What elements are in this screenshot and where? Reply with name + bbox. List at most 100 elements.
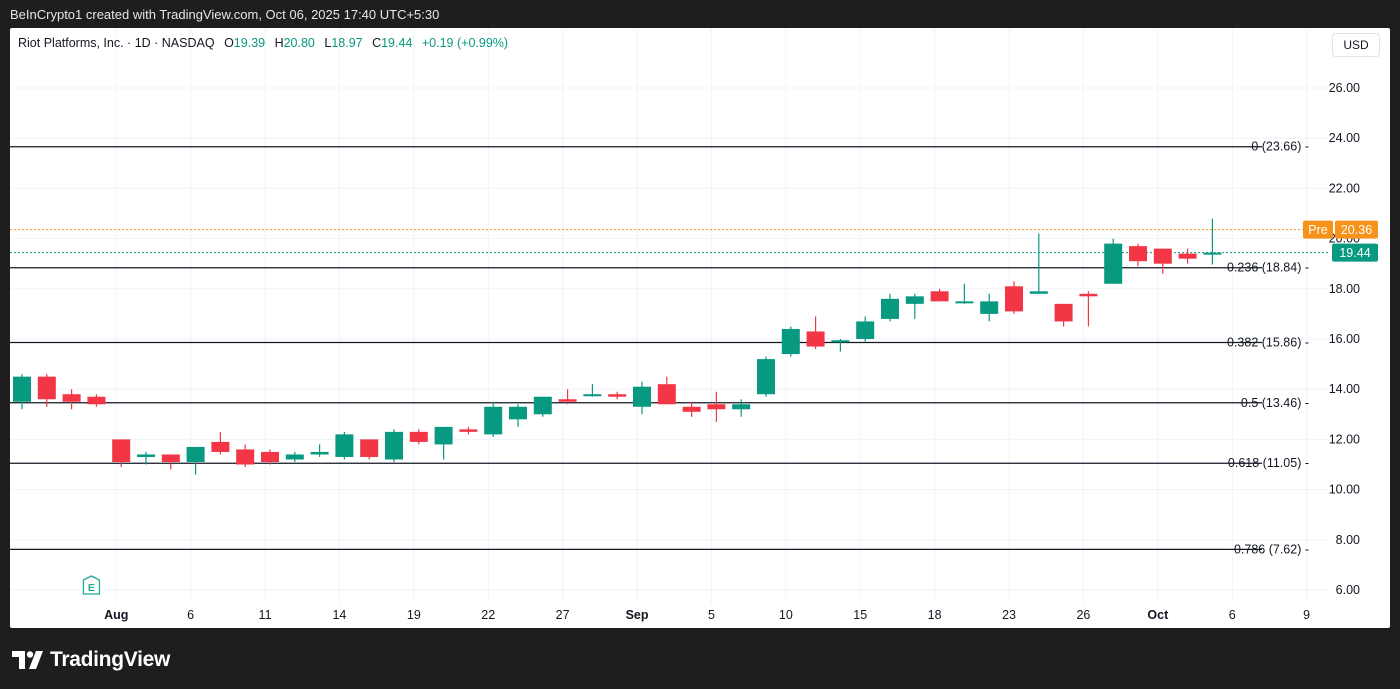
candle-body [1054, 303, 1073, 322]
candle[interactable] [1153, 248, 1172, 274]
earnings-icon-shape [82, 575, 101, 595]
candle[interactable] [1104, 238, 1123, 284]
candle[interactable] [459, 426, 478, 435]
candle[interactable] [1005, 281, 1023, 314]
candle[interactable] [335, 431, 354, 460]
candle[interactable] [310, 444, 329, 457]
candle[interactable] [62, 389, 81, 410]
x-tick-label: 5 [708, 608, 715, 622]
x-tick-label: 6 [1229, 608, 1236, 622]
candle[interactable] [955, 283, 974, 304]
candle[interactable] [509, 404, 527, 427]
candle[interactable] [831, 339, 850, 352]
candle[interactable] [881, 293, 899, 322]
candle[interactable] [161, 454, 180, 470]
x-tick-label: 26 [1076, 608, 1090, 622]
candle[interactable] [484, 401, 503, 437]
earnings-icon[interactable]: E [82, 575, 101, 595]
candle[interactable] [657, 376, 676, 405]
x-tick-label: 19 [407, 608, 421, 622]
candle-body [930, 291, 949, 302]
candle[interactable] [409, 429, 428, 445]
candle[interactable] [1079, 291, 1098, 327]
candle-body [211, 441, 230, 452]
candle[interactable] [261, 449, 279, 465]
x-tick-label: Aug [104, 608, 128, 622]
candle-body [335, 434, 354, 457]
premarket-price-box [1335, 220, 1378, 239]
x-tick-label: 27 [556, 608, 570, 622]
candle-body [633, 386, 651, 407]
tradingview-brand[interactable]: TradingView [12, 646, 170, 674]
symbol-legend: Riot Platforms, Inc. · 1D · NASDAQ O19.3… [18, 36, 508, 50]
candle-body [831, 340, 850, 343]
candle[interactable] [930, 288, 949, 302]
symbol-title[interactable]: Riot Platforms, Inc. · 1D · NASDAQ [18, 36, 215, 50]
candle-body [360, 439, 379, 457]
candle[interactable] [385, 429, 403, 462]
candle-body [905, 296, 924, 304]
candle-body [732, 404, 751, 410]
candle-body [236, 449, 255, 465]
y-tick-label: 18.00 [1329, 282, 1360, 296]
candle[interactable] [633, 381, 651, 415]
candle-body [1079, 293, 1098, 297]
fib-level-label: 0.618 (11.05) - [1228, 456, 1309, 470]
candle[interactable] [236, 444, 255, 468]
candle-body [955, 301, 974, 304]
candle[interactable] [757, 356, 775, 397]
candle[interactable] [856, 316, 875, 342]
candle[interactable] [1203, 218, 1222, 265]
candle[interactable] [1029, 233, 1048, 294]
y-tick-label: 24.00 [1329, 131, 1360, 145]
y-tick-label: 26.00 [1329, 81, 1360, 95]
candle-body [62, 394, 81, 402]
candle[interactable] [13, 374, 31, 410]
candle-body [757, 359, 775, 395]
candle[interactable] [87, 394, 106, 407]
close-label: C [372, 36, 382, 50]
high-value: 20.80 [283, 36, 315, 50]
candle[interactable] [1129, 243, 1147, 267]
candle[interactable] [707, 391, 726, 422]
fib-level-label: 0.382 (15.86) - [1227, 336, 1309, 350]
candle-body [657, 384, 676, 405]
candle[interactable] [806, 316, 825, 350]
candle-body [1129, 246, 1147, 262]
x-tick-label: 10 [779, 608, 793, 622]
candle[interactable] [1054, 303, 1073, 327]
open-label: O [224, 36, 234, 50]
candle-body [608, 394, 627, 397]
candle[interactable] [558, 389, 577, 405]
candle[interactable] [583, 384, 602, 397]
open-value: 19.39 [233, 36, 266, 50]
candle[interactable] [1178, 248, 1197, 264]
candle[interactable] [37, 374, 56, 407]
price-chart[interactable]: 0 (23.66) - 0.236 (18.84) - 0.382 (15.86) … [10, 28, 1390, 628]
candle[interactable] [137, 451, 155, 465]
candle[interactable] [533, 396, 552, 417]
candle-body [434, 426, 453, 445]
candle-body [583, 394, 602, 397]
candle[interactable] [905, 293, 924, 319]
candle[interactable] [186, 446, 205, 475]
candle[interactable] [980, 293, 999, 322]
candle-body [87, 396, 106, 405]
candle[interactable] [732, 399, 751, 417]
candle[interactable] [211, 431, 230, 455]
candle[interactable] [360, 439, 379, 460]
chart-credit: BeInCrypto1 created with TradingView.com… [10, 7, 440, 22]
candle[interactable] [112, 439, 131, 468]
last-price-value: 19.44 [1339, 246, 1370, 260]
currency-button[interactable]: USD [1332, 33, 1380, 57]
candle[interactable] [781, 326, 800, 357]
candle[interactable] [608, 391, 627, 400]
candle[interactable] [285, 451, 304, 462]
candle[interactable] [434, 426, 453, 460]
chart-panel[interactable]: 0 (23.66) - 0.236 (18.84) - 0.382 (15.86) … [10, 28, 1390, 628]
change-value: +0.19 (+0.99%) [421, 36, 509, 50]
y-axis: 26.0024.0022.0020.0018.0016.0014.0012.00… [1303, 81, 1378, 597]
x-axis: Aug 6 11 14 19 22 27 Sep 5 10 15 18 23 26 Oct 6 9 [104, 608, 1310, 622]
x-tick-label: 14 [332, 608, 346, 622]
candle[interactable] [682, 401, 701, 417]
